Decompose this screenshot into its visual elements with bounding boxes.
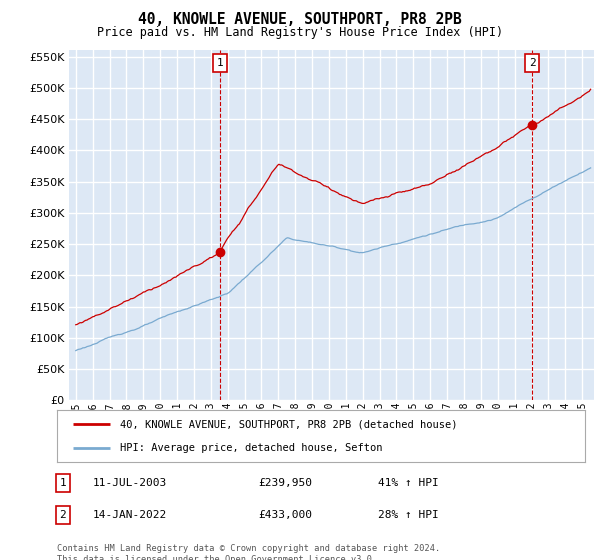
Text: 28% ↑ HPI: 28% ↑ HPI bbox=[378, 510, 439, 520]
Text: 41% ↑ HPI: 41% ↑ HPI bbox=[378, 478, 439, 488]
Text: 14-JAN-2022: 14-JAN-2022 bbox=[93, 510, 167, 520]
Text: 2: 2 bbox=[59, 510, 67, 520]
Text: 11-JUL-2003: 11-JUL-2003 bbox=[93, 478, 167, 488]
Text: Contains HM Land Registry data © Crown copyright and database right 2024.
This d: Contains HM Land Registry data © Crown c… bbox=[57, 544, 440, 560]
Text: £433,000: £433,000 bbox=[258, 510, 312, 520]
Text: 1: 1 bbox=[217, 58, 223, 68]
Text: 40, KNOWLE AVENUE, SOUTHPORT, PR8 2PB (detached house): 40, KNOWLE AVENUE, SOUTHPORT, PR8 2PB (d… bbox=[121, 419, 458, 430]
Text: HPI: Average price, detached house, Sefton: HPI: Average price, detached house, Seft… bbox=[121, 443, 383, 453]
Text: 40, KNOWLE AVENUE, SOUTHPORT, PR8 2PB: 40, KNOWLE AVENUE, SOUTHPORT, PR8 2PB bbox=[138, 12, 462, 27]
Text: 1: 1 bbox=[59, 478, 67, 488]
Text: Price paid vs. HM Land Registry's House Price Index (HPI): Price paid vs. HM Land Registry's House … bbox=[97, 26, 503, 39]
Text: 2: 2 bbox=[529, 58, 536, 68]
Text: £239,950: £239,950 bbox=[258, 478, 312, 488]
